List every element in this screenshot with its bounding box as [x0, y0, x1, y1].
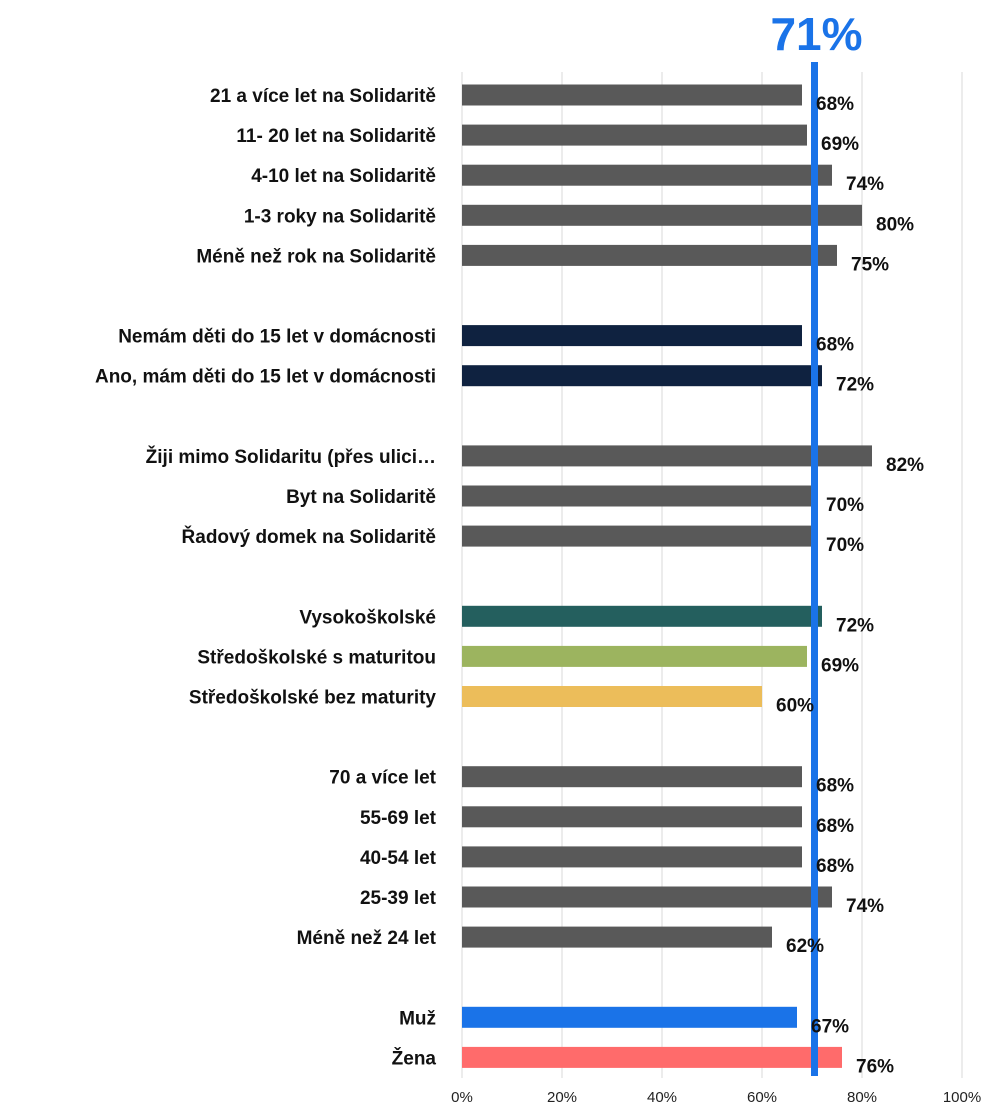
x-axis-tick-labels: 0% 20% 40% 60% 80% 100% — [451, 1089, 981, 1106]
value-label: 68% — [816, 816, 854, 837]
bar — [462, 244, 837, 266]
bar — [462, 485, 812, 507]
category-label: Byt na Solidaritě — [286, 487, 436, 508]
bar — [462, 926, 772, 948]
category-label: 25-39 let — [360, 888, 437, 909]
x-tick-label: 20% — [547, 1089, 577, 1106]
bar — [462, 525, 812, 547]
reference-line-label: 71% — [770, 8, 862, 60]
bar — [462, 365, 822, 387]
value-label: 60% — [776, 696, 814, 717]
category-label: 1-3 roky na Solidaritě — [244, 206, 436, 227]
value-labels: 68% 69% 74% 80% 75% 68% 72% 82% 70% 70% 72% 69% 60% 6… — [776, 94, 924, 1077]
bar — [462, 886, 832, 908]
bar — [462, 1006, 797, 1028]
value-label: 68% — [816, 335, 854, 356]
category-label: Nemám děti do 15 let v domácnosti — [118, 327, 436, 348]
x-tick-label: 0% — [451, 1089, 473, 1106]
value-label: 76% — [856, 1056, 894, 1077]
value-label: 72% — [836, 375, 874, 396]
x-tick-label: 100% — [943, 1089, 981, 1106]
bar — [462, 84, 802, 106]
bar — [462, 605, 822, 627]
grid-lines — [461, 72, 963, 1078]
reference-line-group: 71% — [770, 8, 863, 1076]
bar — [462, 325, 802, 347]
category-label: 21 a více let na Solidaritě — [210, 86, 436, 107]
category-label: Méně než 24 let — [297, 928, 437, 949]
value-label: 75% — [851, 254, 889, 275]
value-label: 68% — [816, 94, 854, 115]
bar — [462, 645, 807, 667]
value-label: 69% — [821, 655, 859, 676]
bar — [462, 766, 802, 788]
value-label: 82% — [886, 455, 924, 476]
category-label: Žena — [392, 1047, 437, 1069]
bar — [462, 686, 762, 707]
category-label: Středoškolské bez maturity — [189, 688, 437, 709]
value-label: 74% — [846, 896, 884, 917]
category-label: 70 a více let — [329, 768, 436, 789]
bar — [462, 204, 862, 226]
category-label: Méně než rok na Solidaritě — [196, 246, 436, 267]
bar — [462, 846, 802, 868]
bars — [462, 84, 872, 1068]
x-tick-label: 80% — [847, 1089, 877, 1106]
value-label: 69% — [821, 134, 859, 155]
value-label: 72% — [836, 615, 874, 636]
bar — [462, 1046, 842, 1068]
category-label: Řadový domek na Solidaritě — [182, 526, 436, 548]
category-label: Žiji mimo Solidaritu (přes ulici… — [146, 446, 436, 468]
category-label: 40-54 let — [360, 848, 437, 869]
bar — [462, 164, 832, 186]
category-label: Vysokoškolské — [299, 607, 436, 628]
bar — [462, 445, 872, 467]
value-label: 68% — [816, 776, 854, 797]
category-label: 55-69 let — [360, 808, 437, 829]
value-label: 80% — [876, 214, 914, 235]
value-label: 67% — [811, 1016, 849, 1037]
category-labels: 21 a více let na Solidaritě 11- 20 let na… — [95, 86, 437, 1069]
value-label: 68% — [816, 856, 854, 877]
category-label: Ano, mám děti do 15 let v domácnosti — [95, 367, 436, 388]
value-label: 70% — [826, 495, 864, 516]
category-label: Středoškolské s maturitou — [197, 647, 436, 668]
category-label: 4-10 let na Solidaritě — [251, 166, 436, 187]
value-label: 70% — [826, 535, 864, 556]
category-label: 11- 20 let na Solidaritě — [236, 126, 436, 147]
value-label: 74% — [846, 174, 884, 195]
value-label: 62% — [786, 936, 824, 957]
x-tick-label: 60% — [747, 1089, 777, 1106]
bar — [462, 124, 807, 146]
bar — [462, 806, 802, 828]
x-tick-label: 40% — [647, 1089, 677, 1106]
category-label: Muž — [399, 1008, 436, 1029]
